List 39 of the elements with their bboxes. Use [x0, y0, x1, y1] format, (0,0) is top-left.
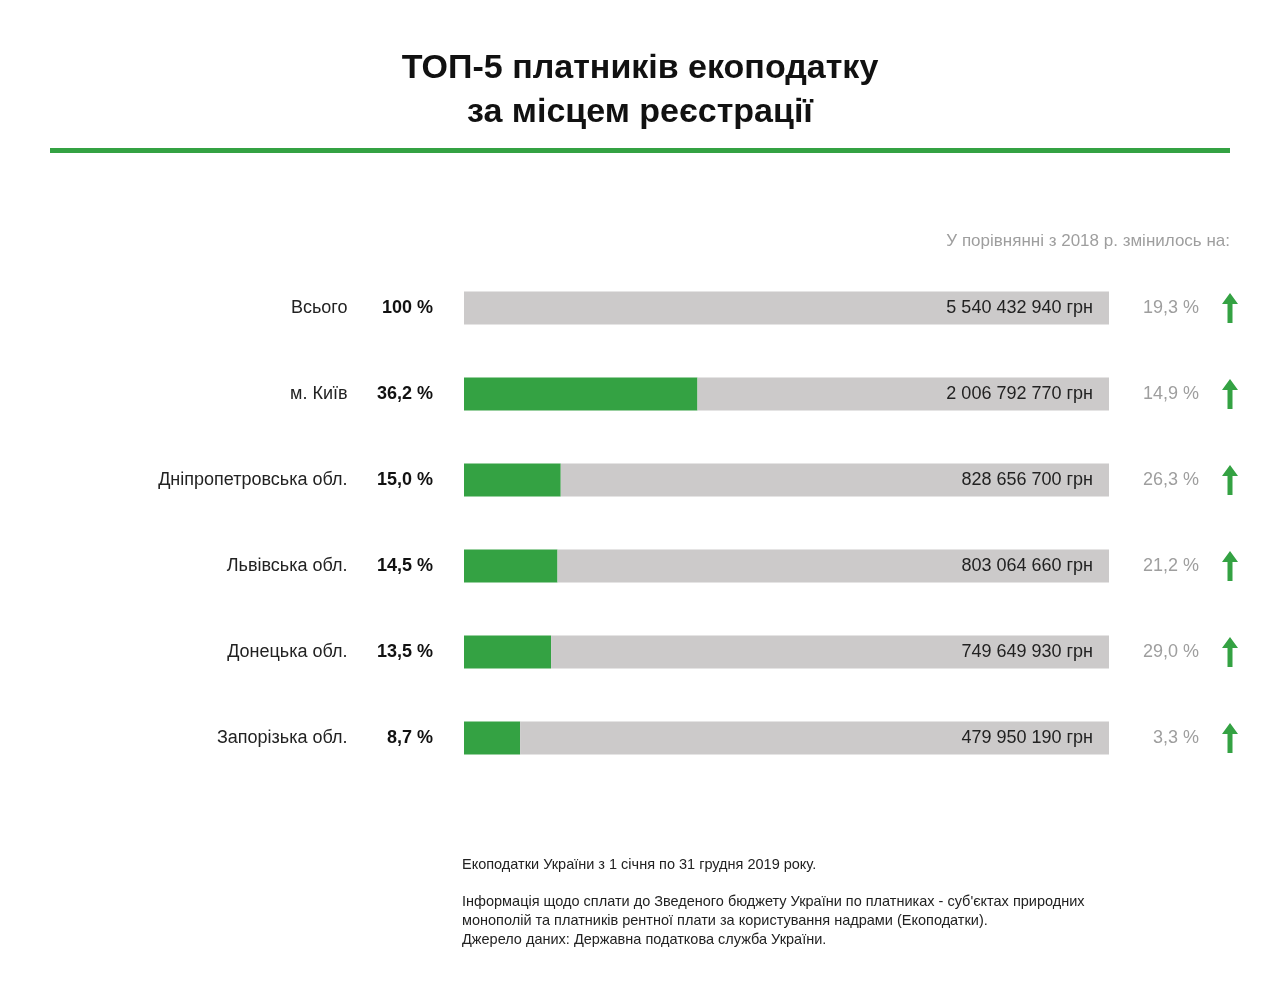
bar: [464, 463, 561, 497]
bar: [464, 721, 521, 755]
bar: [560, 463, 1109, 497]
text: У порівнянні з 2018 р. змінилось на:: [946, 231, 1230, 251]
bar: [697, 377, 1109, 411]
y-tick-label: Дніпропетровська обл.: [158, 469, 348, 489]
data-label: 15,0 %: [376, 469, 433, 489]
chart-title: ТОП-5 платників екоподатку за місцем реєстрації: [400, 46, 880, 131]
annotation: 803 064 660 грн: [961, 555, 1093, 575]
data-label: 13,5 %: [376, 641, 433, 661]
y-tick-label: м. Київ: [290, 383, 348, 403]
bar: [464, 377, 698, 411]
bar: [464, 549, 558, 583]
bar: [520, 721, 1109, 755]
text: Інформація щодо сплати до Зведеного бюджету України по платниках - суб'єктах природних монополій та платників рентної плати за користування надрами (Екоподатки).: [462, 892, 1086, 930]
text: Екоподатки України з 1 січня по 31 грудня 2019 року.: [462, 855, 818, 874]
y-tick-label: Львівська обл.: [226, 555, 348, 575]
annotation: 5 540 432 940 грн: [946, 297, 1093, 317]
text: 14,9 %: [1142, 383, 1199, 403]
annotation: 479 950 190 грн: [961, 727, 1093, 747]
bar: [464, 635, 552, 669]
text: 21,2 %: [1142, 555, 1199, 575]
data-label: 100 %: [381, 297, 433, 317]
annotation: 749 649 930 грн: [961, 641, 1093, 661]
text: 29,0 %: [1142, 641, 1199, 661]
bar: [557, 549, 1109, 583]
data-label: 36,2 %: [376, 383, 433, 403]
text: Джерело даних: Державна податкова служба України.: [462, 930, 828, 949]
text: 3,3 %: [1152, 727, 1199, 747]
annotation: 2 006 792 770 грн: [946, 383, 1093, 403]
y-tick-label: Запорізька обл.: [216, 727, 348, 747]
text: 19,3 %: [1142, 297, 1199, 317]
bar: [551, 635, 1109, 669]
data-label: 8,7 %: [386, 727, 433, 747]
y-tick-label: Всього: [290, 297, 348, 317]
y-tick-label: Донецька обл.: [227, 641, 348, 661]
annotation: 828 656 700 грн: [961, 469, 1093, 489]
data-label: 14,5 %: [376, 555, 433, 575]
text: 26,3 %: [1142, 469, 1199, 489]
